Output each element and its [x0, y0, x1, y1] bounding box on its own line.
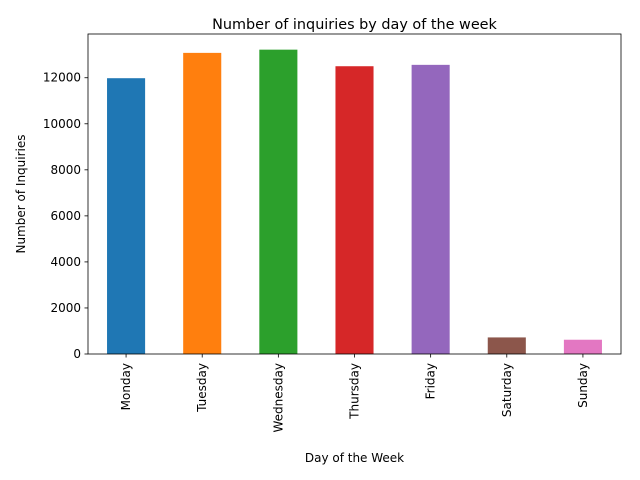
- bars-group: [107, 49, 602, 355]
- x-tick-label: Saturday: [500, 363, 514, 417]
- x-tick-label: Monday: [119, 363, 133, 410]
- y-tick-label: 10000: [43, 117, 81, 131]
- bar-friday: [411, 64, 450, 354]
- y-tick-label: 0: [73, 347, 81, 361]
- x-tick-label: Sunday: [576, 363, 590, 408]
- bar-saturday: [487, 337, 526, 354]
- bar-sunday: [563, 339, 602, 354]
- y-axis: 0 2000 4000 6000 8000 10000 12000: [43, 71, 88, 361]
- plot-frame: [87, 33, 622, 355]
- y-tick-label: 4000: [50, 255, 81, 269]
- y-tick-label: 8000: [50, 163, 81, 177]
- x-tick-label: Friday: [424, 363, 438, 399]
- y-tick-label: 2000: [50, 301, 81, 315]
- bar-thursday: [335, 66, 374, 354]
- x-tick-label: Tuesday: [195, 363, 209, 413]
- y-axis-label: Number of Inquiries: [14, 134, 28, 253]
- y-tick-label: 12000: [43, 71, 81, 85]
- bar-tuesday: [183, 52, 222, 355]
- y-tick-label: 6000: [50, 209, 81, 223]
- bar-wednesday: [259, 49, 298, 355]
- chart-title: Number of inquiries by day of the week: [212, 17, 497, 33]
- bar-monday: [107, 78, 146, 354]
- x-axis-label: Day of the Week: [305, 451, 404, 465]
- x-tick-label: Wednesday: [271, 363, 285, 432]
- x-axis: Monday Tuesday Wednesday Thursday Friday Satu…: [119, 354, 590, 432]
- x-tick-label: Thursday: [348, 363, 362, 420]
